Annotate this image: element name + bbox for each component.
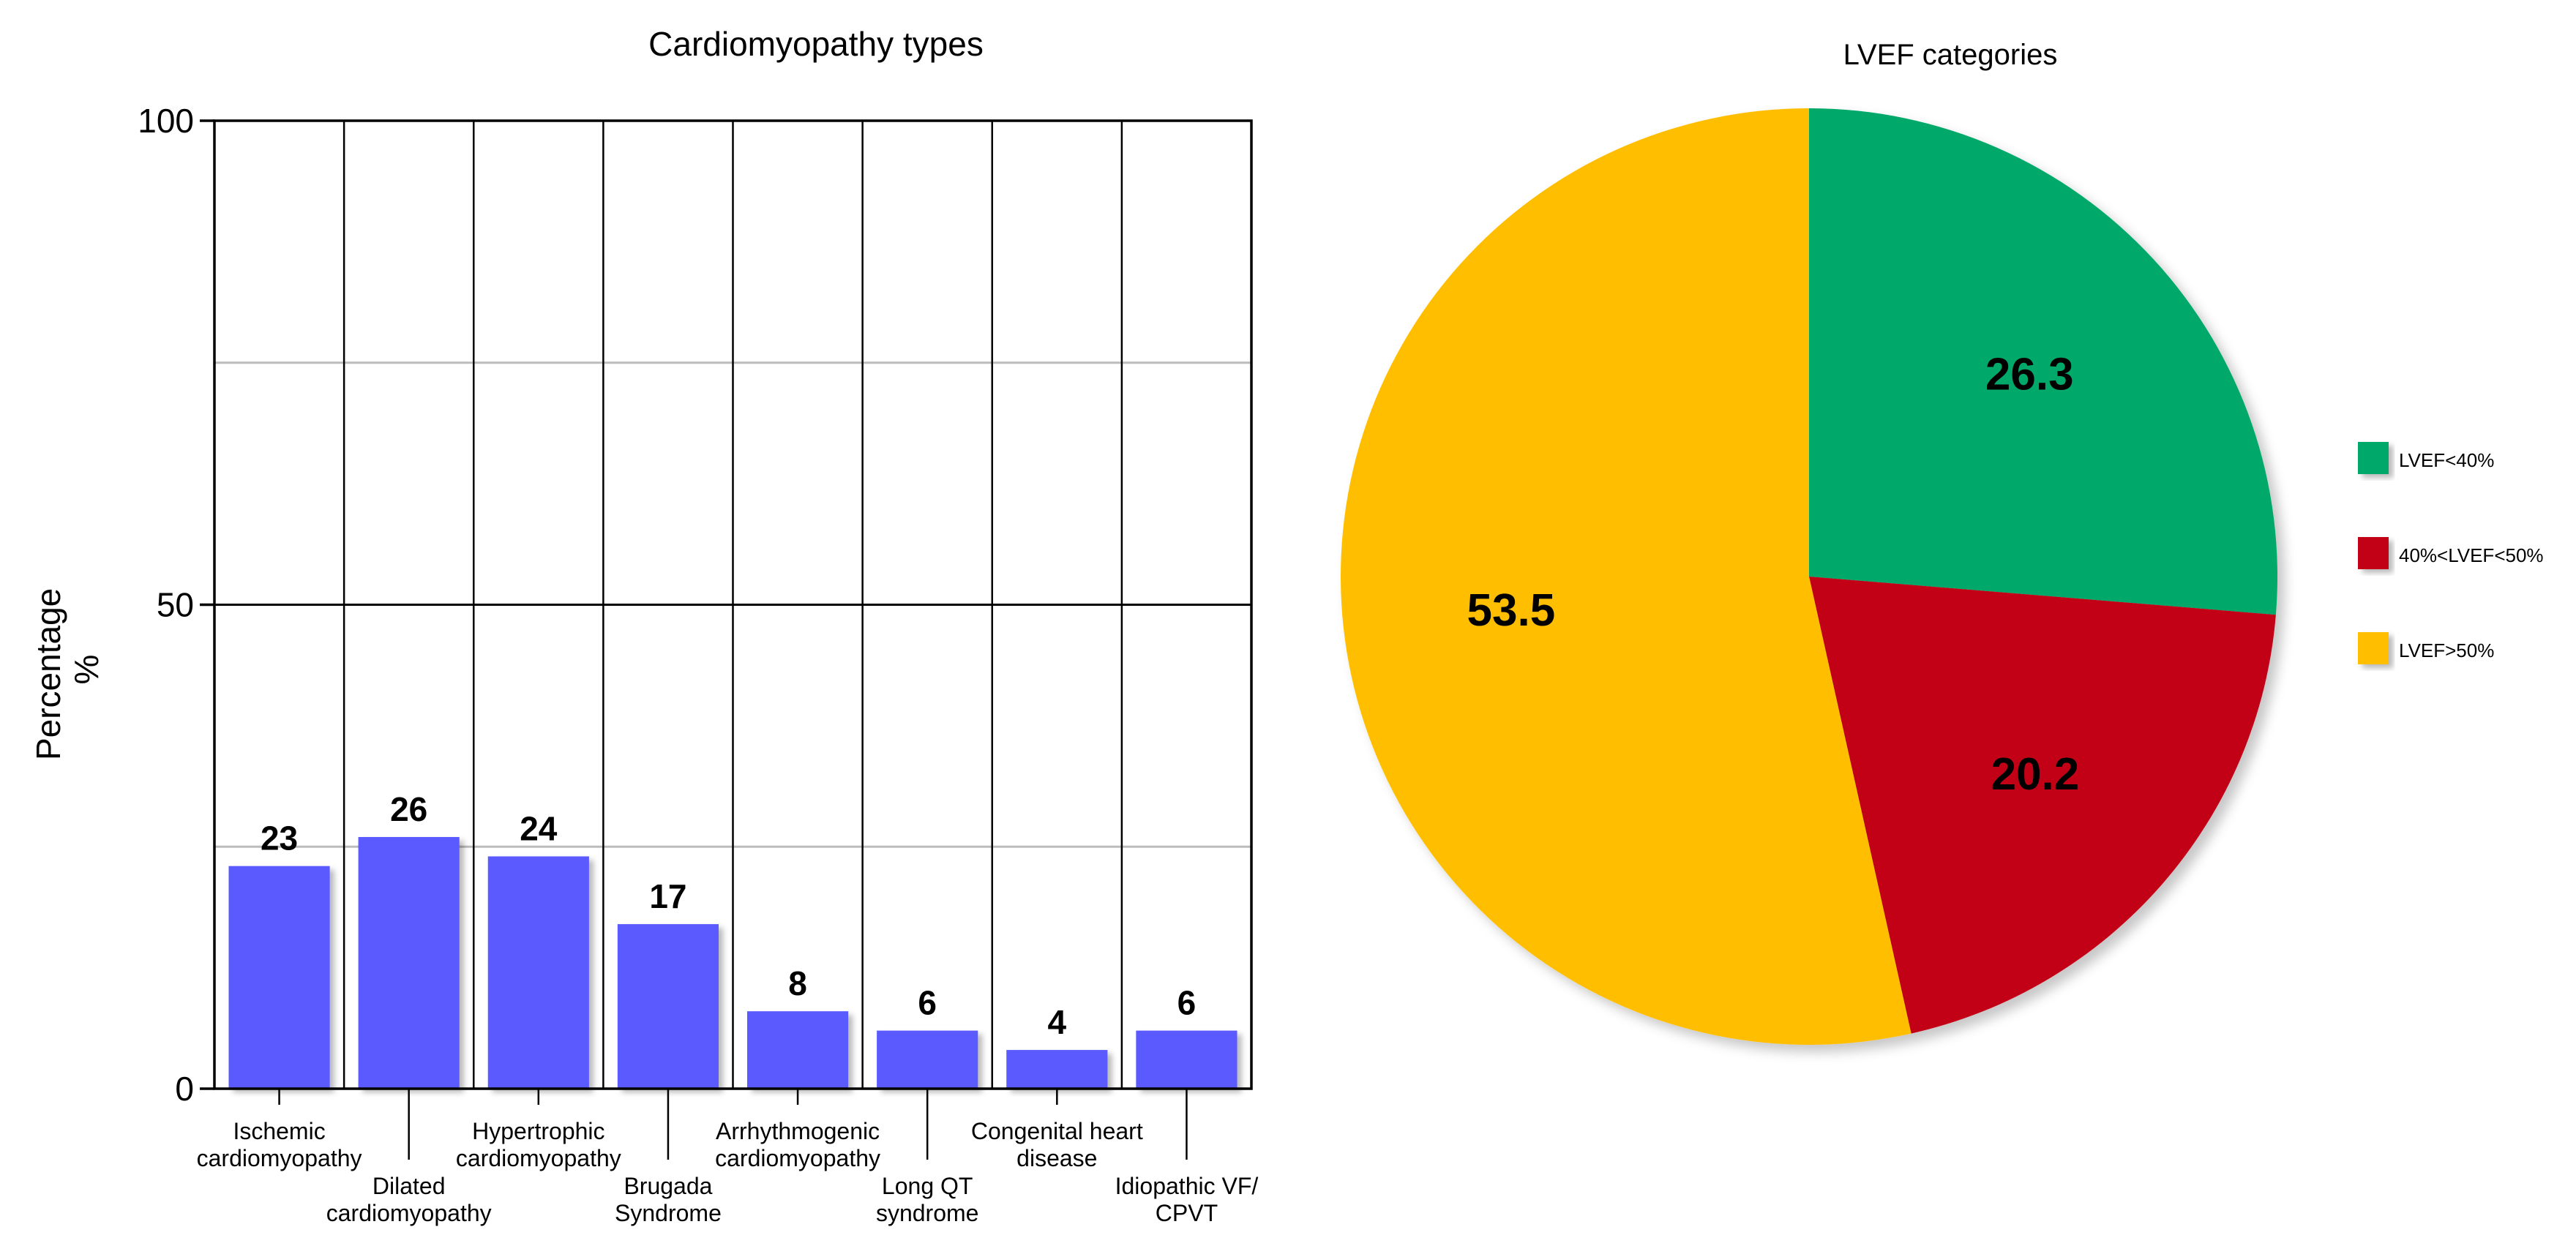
bar bbox=[1136, 1031, 1237, 1089]
bar-value-label: 17 bbox=[649, 877, 686, 915]
bar-chart: Cardiomyopathy types 23 26 24 17 8 6 4 6 0 50 100… bbox=[29, 25, 1258, 1226]
pie-chart: LVEF categories 26.3 20.2 53.5 LVEF<40% 40%… bbox=[1341, 39, 2544, 1045]
bar bbox=[1006, 1050, 1107, 1089]
pie-slice-label: 53.5 bbox=[1467, 585, 1556, 636]
x-tick-label: Dilated cardiomyopathy bbox=[326, 1173, 492, 1226]
y-tick-label: 50 bbox=[157, 586, 194, 624]
bar-chart-title: Cardiomyopathy types bbox=[648, 25, 984, 63]
bar-value-label: 8 bbox=[788, 964, 807, 1002]
pie-slices bbox=[1341, 108, 2277, 1045]
bar bbox=[228, 866, 329, 1089]
x-tick-label: Congenital heart disease bbox=[971, 1118, 1143, 1171]
x-tick-label: Idiopathic VF/CPVT bbox=[1115, 1173, 1259, 1226]
bar-value-label: 24 bbox=[520, 809, 558, 847]
bar bbox=[877, 1031, 978, 1089]
bar-value-label: 6 bbox=[918, 984, 937, 1022]
x-tick-label-line: cardiomyopathy bbox=[715, 1145, 880, 1171]
x-tick-label-line: cardiomyopathy bbox=[456, 1145, 621, 1171]
pie-slice-label: 20.2 bbox=[1991, 749, 2080, 800]
x-tick-label-line: CPVT bbox=[1156, 1200, 1218, 1226]
x-tick-label-line: Long QT bbox=[882, 1173, 973, 1199]
x-tick-label-line: Brugada bbox=[624, 1173, 712, 1199]
legend-label: 40%<LVEF<50% bbox=[2399, 544, 2544, 566]
y-axis-label: Percentage % bbox=[29, 579, 105, 760]
x-tick-label-line: Ischemic bbox=[233, 1118, 325, 1144]
x-tick-label: Arrhythmogenic cardiomyopathy bbox=[715, 1118, 880, 1171]
legend-label: LVEF<40% bbox=[2399, 449, 2494, 471]
y-tick-label: 100 bbox=[138, 102, 194, 140]
x-tick-label-line: Arrhythmogenic bbox=[716, 1118, 880, 1144]
bar bbox=[618, 924, 719, 1089]
y-axis-label-line1: Percentage bbox=[29, 588, 67, 760]
x-tick-label-line: Dilated bbox=[372, 1173, 446, 1199]
legend-swatch bbox=[2358, 632, 2389, 664]
x-tick-label: Long QT syndrome bbox=[876, 1173, 979, 1226]
bar-value-label: 23 bbox=[261, 819, 298, 857]
x-tick-label-line: Congenital heart bbox=[971, 1118, 1143, 1144]
bar-chart-y-ticks: 0 50 100 bbox=[138, 102, 214, 1108]
x-tick-label: Brugada Syndrome bbox=[615, 1173, 722, 1226]
x-tick-label-line: syndrome bbox=[876, 1200, 979, 1226]
legend-label: LVEF>50% bbox=[2399, 639, 2494, 661]
x-tick-label: Hypertrophic cardiomyopathy bbox=[456, 1118, 621, 1171]
pie-slice-label: 26.3 bbox=[1985, 349, 2074, 399]
x-tick-label-line: cardiomyopathy bbox=[326, 1200, 492, 1226]
pie-chart-title: LVEF categories bbox=[1843, 39, 2058, 71]
pie-legend: LVEF<40% 40%<LVEF<50% LVEF>50% bbox=[2358, 442, 2544, 664]
bar-value-label: 26 bbox=[390, 790, 427, 828]
y-axis-label-line2: % bbox=[67, 655, 105, 685]
x-tick-label-line: cardiomyopathy bbox=[197, 1145, 362, 1171]
y-tick-label: 0 bbox=[175, 1070, 194, 1108]
legend-swatch bbox=[2358, 442, 2389, 474]
bar bbox=[747, 1011, 848, 1089]
legend-swatch bbox=[2358, 537, 2389, 569]
x-tick-label-line: Idiopathic VF/ bbox=[1115, 1173, 1259, 1199]
x-tick-label: Ischemic cardiomyopathy bbox=[197, 1118, 362, 1171]
bar bbox=[488, 856, 589, 1089]
bar-value-label: 4 bbox=[1048, 1003, 1067, 1041]
bar bbox=[359, 837, 460, 1089]
x-tick-label-line: disease bbox=[1016, 1145, 1097, 1171]
bar-value-label: 6 bbox=[1177, 984, 1197, 1022]
x-tick-label-line: Syndrome bbox=[615, 1200, 722, 1226]
x-tick-label-line: Hypertrophic bbox=[472, 1118, 604, 1144]
